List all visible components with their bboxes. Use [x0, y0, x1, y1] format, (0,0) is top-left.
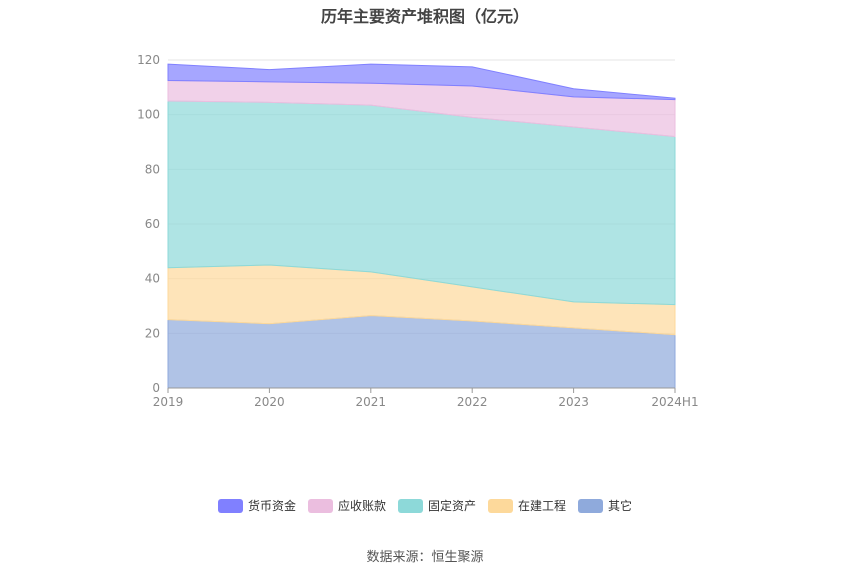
x-tick-label: 2020	[254, 395, 285, 409]
legend-swatch	[578, 498, 604, 513]
legend-label: 货币资金	[247, 499, 296, 513]
legend-item[interactable]: 在建工程	[488, 497, 566, 514]
chart-title: 历年主要资产堆积图（亿元）	[320, 7, 529, 26]
x-tick-label: 2019	[153, 395, 184, 409]
legend-label: 固定资产	[427, 499, 476, 513]
legend-swatch	[397, 498, 423, 513]
y-tick-label: 120	[137, 53, 160, 67]
x-tick-label: 2021	[356, 395, 387, 409]
y-tick-label: 40	[145, 272, 160, 286]
legend-label: 在建工程	[518, 499, 567, 513]
x-tick-label: 2023	[558, 395, 589, 409]
data-source: 数据来源：恒生聚源	[366, 550, 484, 565]
x-tick-label: 2024H1	[651, 395, 698, 409]
stacked-area-chart: 0 20 40 60 80 100 120 2019 2020 2021 2022 2023 2024H…	[137, 53, 699, 409]
axis-layer: 0 20 40 60 80 100 120 2019 2020 2021 2022 2023 2024H…	[137, 53, 699, 409]
legend-item[interactable]: 应收账款	[307, 497, 386, 514]
area-layer	[167, 63, 676, 389]
legend-label: 应收账款	[337, 499, 386, 513]
legend-swatch	[488, 498, 513, 513]
x-tick-label: 2022	[457, 395, 488, 409]
legend: 货币资金 应收账款 固定资产 在建工程 其它	[0, 497, 850, 514]
legend-item[interactable]: 固定资产	[397, 497, 476, 514]
legend-item[interactable]: 其它	[578, 497, 632, 514]
area-series-4[interactable]	[167, 63, 676, 101]
legend-swatch	[307, 498, 333, 513]
y-tick-label: 80	[145, 162, 160, 176]
legend-label: 其它	[608, 499, 633, 513]
y-tick-label: 100	[137, 108, 160, 122]
y-tick-label: 60	[145, 217, 160, 231]
y-tick-label: 20	[145, 326, 160, 340]
y-tick-label: 0	[152, 381, 160, 395]
legend-swatch	[217, 498, 243, 513]
legend-item[interactable]: 货币资金	[217, 497, 296, 514]
